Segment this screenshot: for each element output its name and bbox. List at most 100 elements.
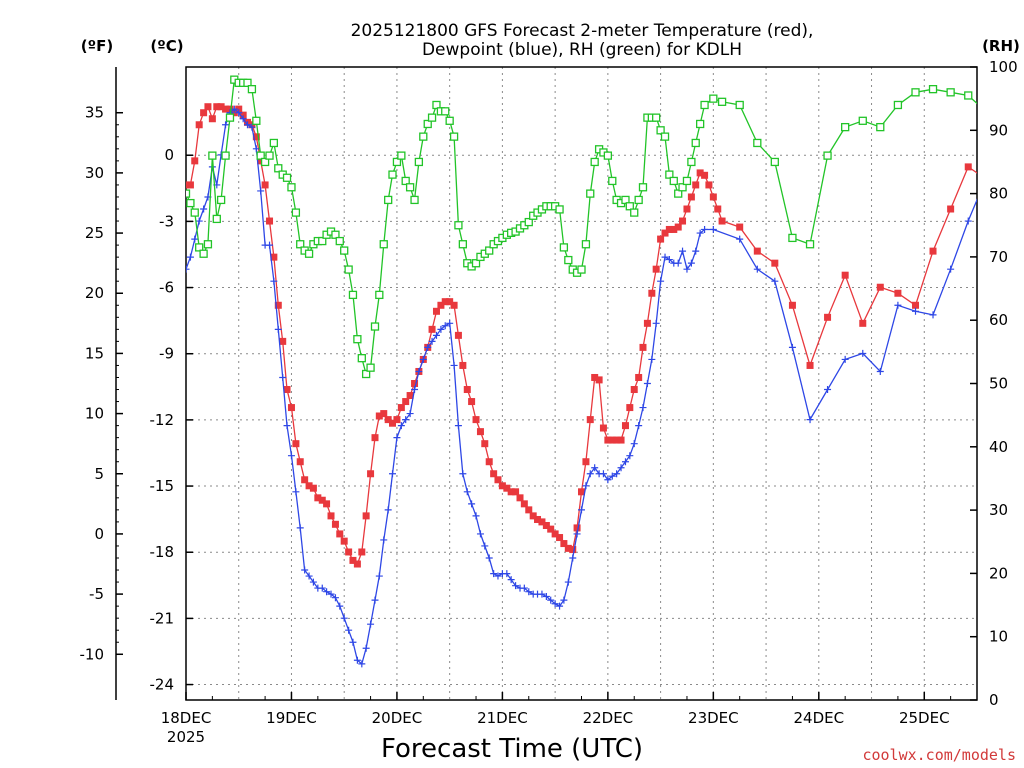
dewpoint-point — [639, 404, 647, 412]
dewpoint-point — [665, 256, 673, 264]
temperature-point — [217, 103, 225, 111]
temperature-point — [481, 440, 489, 448]
rh-point — [590, 157, 599, 167]
dewpoint-point — [551, 600, 559, 608]
dewpoint-point — [402, 416, 410, 424]
temperature-point — [626, 404, 634, 412]
temperature-point — [841, 271, 849, 279]
temperature-point — [520, 500, 528, 508]
temperature-point — [503, 484, 511, 492]
rh-point — [190, 208, 199, 217]
celsius-tick-label: -18 — [150, 543, 175, 561]
rh-point — [678, 183, 687, 192]
series-open-square — [186, 75, 1024, 379]
dewpoint-point — [415, 367, 423, 375]
temperature-point — [292, 440, 300, 448]
dewpoint-point — [200, 205, 208, 213]
rh-tick-label: 90 — [989, 121, 1008, 139]
rh-point — [696, 119, 705, 129]
fahrenheit-unit-label: (ºF) — [81, 37, 113, 55]
dewpoint-point — [578, 506, 585, 514]
dewpoint-point — [824, 386, 832, 394]
temperature-point — [709, 193, 717, 201]
rh-point — [366, 363, 375, 372]
rh-tick-label: 30 — [989, 501, 1008, 519]
celsius-tick-label: -9 — [159, 345, 174, 363]
dewpoint-point — [912, 307, 920, 315]
dewpoint-point — [701, 225, 709, 233]
dewpoint-point — [397, 422, 405, 430]
temperature-point — [1017, 193, 1024, 200]
rh-point — [656, 126, 665, 135]
dewpoint-point — [485, 554, 493, 562]
dewpoint-point — [230, 105, 238, 113]
dewpoint-point — [490, 570, 498, 578]
rh-point — [252, 116, 261, 125]
rh-point — [401, 176, 410, 186]
temperature-point — [534, 515, 542, 523]
temperature-point — [564, 544, 572, 552]
rh-tick-label: 60 — [989, 311, 1008, 329]
temperature-point — [239, 111, 247, 119]
temperature-point — [617, 436, 625, 444]
dewpoint-point — [591, 464, 599, 472]
temperature-point — [287, 404, 295, 412]
temperature-point — [648, 289, 656, 297]
temperature-point — [630, 386, 638, 394]
rh-point — [485, 246, 494, 255]
dewpoint-point — [608, 472, 616, 480]
dewpoint-point — [613, 470, 621, 478]
temperature-point — [538, 518, 546, 526]
temperature-point — [274, 301, 282, 309]
rh-point — [287, 183, 296, 192]
rh-point — [858, 116, 867, 125]
rh-point — [964, 91, 973, 100]
rh-point — [221, 151, 230, 160]
temperature-point — [679, 217, 687, 225]
dewpoint-point — [424, 343, 432, 351]
rh-point — [471, 259, 481, 268]
temperature-point — [560, 540, 568, 548]
temperature-point — [643, 319, 651, 327]
dewpoint-point — [301, 566, 309, 574]
temperature-point — [670, 225, 678, 233]
temperature-point — [604, 436, 612, 444]
rh-point — [735, 100, 744, 110]
rh-point — [630, 208, 639, 217]
dewpoint-point — [494, 572, 502, 580]
rh-point — [586, 189, 595, 198]
rh-point — [1017, 108, 1024, 115]
dewpoint-point — [441, 322, 449, 330]
dewpoint-point — [375, 572, 383, 580]
temperature-point — [195, 121, 203, 129]
temperature-point — [687, 193, 695, 201]
rh-point — [691, 138, 700, 148]
temperature-point — [230, 109, 238, 117]
rh-point — [577, 265, 586, 274]
dewpoint-point — [463, 488, 471, 496]
dewpoint-point — [331, 594, 339, 602]
dewpoint-point — [186, 265, 190, 273]
dewpoint-point — [446, 319, 454, 327]
rh-point — [674, 189, 683, 198]
dewpoint-point — [709, 225, 717, 233]
temperature-point — [485, 458, 493, 466]
x-tick-label: 21DEC — [477, 709, 528, 727]
rh-point — [700, 100, 709, 110]
dewpoint-point — [450, 361, 458, 369]
temperature-point — [476, 428, 484, 436]
dewpoint-point — [512, 582, 520, 590]
temperature-point — [389, 419, 397, 427]
rh-point — [225, 113, 235, 122]
temperature-point — [876, 283, 884, 291]
temperature-point — [279, 337, 287, 345]
series-line — [186, 108, 977, 666]
x-tick-label: 24DEC — [794, 709, 845, 727]
temperature-point — [507, 488, 515, 496]
dewpoint-point — [894, 301, 902, 309]
temperature-point — [591, 373, 599, 381]
fahrenheit-tick-label: 25 — [85, 224, 104, 242]
rh-tick-label: 20 — [989, 564, 1008, 582]
temperature-point — [235, 105, 243, 113]
temperature-point — [261, 181, 269, 189]
